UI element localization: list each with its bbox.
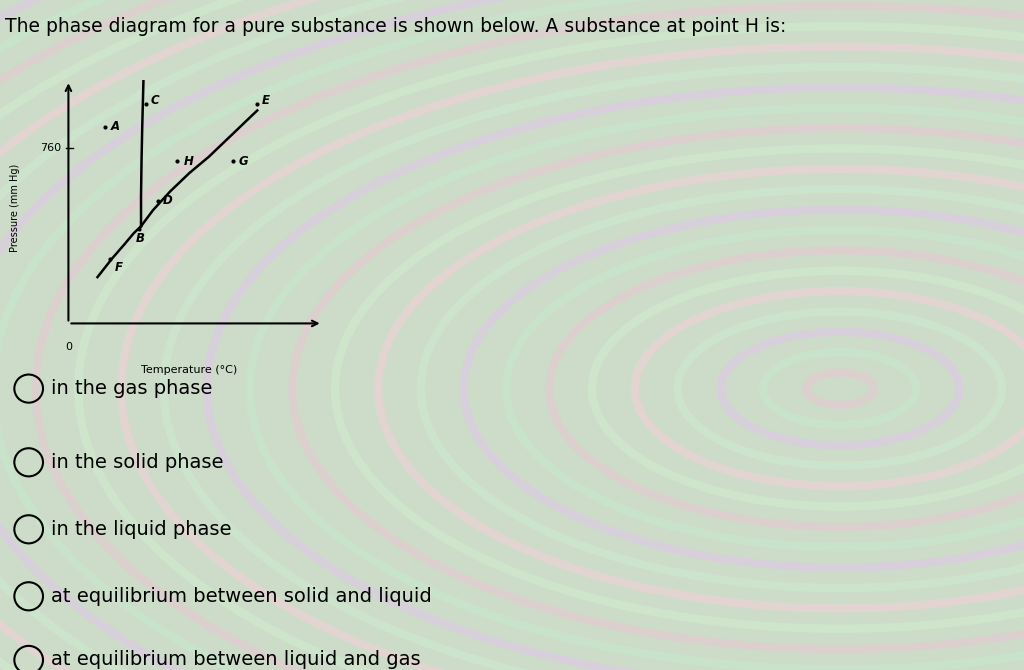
Text: G: G	[239, 155, 249, 168]
Text: A: A	[111, 120, 120, 133]
Text: D: D	[163, 194, 173, 207]
Text: at equilibrium between liquid and gas: at equilibrium between liquid and gas	[51, 651, 421, 669]
Text: 0: 0	[65, 342, 72, 352]
Text: F: F	[115, 261, 123, 275]
Text: H: H	[183, 155, 194, 168]
Text: at equilibrium between solid and liquid: at equilibrium between solid and liquid	[51, 587, 432, 606]
Text: in the gas phase: in the gas phase	[51, 379, 213, 398]
Text: in the liquid phase: in the liquid phase	[51, 520, 231, 539]
Text: Temperature (°C): Temperature (°C)	[141, 365, 238, 375]
Text: B: B	[136, 232, 145, 245]
Text: in the solid phase: in the solid phase	[51, 453, 223, 472]
Text: E: E	[262, 94, 270, 107]
Text: C: C	[151, 94, 160, 107]
Text: Pressure (mm Hg): Pressure (mm Hg)	[10, 163, 20, 252]
Text: 760: 760	[40, 143, 61, 153]
Text: The phase diagram for a pure substance is shown below. A substance at point H is: The phase diagram for a pure substance i…	[5, 17, 786, 36]
